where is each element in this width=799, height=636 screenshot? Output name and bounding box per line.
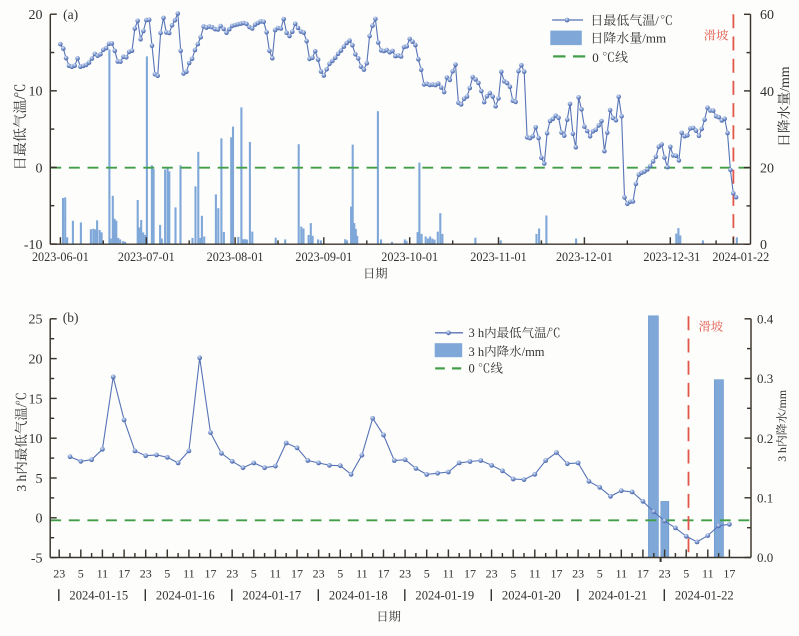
- svg-text:5: 5: [597, 566, 603, 580]
- svg-text:11: 11: [356, 566, 368, 580]
- svg-text:2024-01-19: 2024-01-19: [415, 589, 474, 603]
- svg-text:17: 17: [118, 566, 130, 580]
- svg-text:2024-01-16: 2024-01-16: [156, 589, 215, 603]
- svg-text:5: 5: [510, 566, 516, 580]
- svg-text:17: 17: [723, 566, 735, 580]
- svg-text:2024-01-22: 2024-01-22: [675, 589, 734, 603]
- svg-text:(a): (a): [63, 7, 78, 22]
- svg-text:/mm: /mm: [777, 66, 792, 92]
- svg-text:2023-08-01: 2023-08-01: [207, 250, 264, 264]
- svg-text:2024-01-20: 2024-01-20: [502, 589, 561, 603]
- svg-text:5: 5: [251, 566, 257, 580]
- svg-text:10: 10: [29, 432, 43, 447]
- svg-text:23: 23: [313, 566, 325, 580]
- svg-text:0: 0: [592, 50, 599, 65]
- svg-text:3 h: 3 h: [469, 326, 485, 340]
- svg-text:2024-01-22: 2024-01-22: [712, 250, 769, 264]
- svg-text:3 h: 3 h: [469, 345, 485, 359]
- svg-text:23: 23: [399, 566, 411, 580]
- svg-text:17: 17: [205, 566, 217, 580]
- svg-text:11: 11: [702, 566, 714, 580]
- svg-text:(b): (b): [63, 310, 79, 325]
- svg-text:17: 17: [464, 566, 476, 580]
- svg-text:0.1: 0.1: [757, 490, 773, 505]
- svg-text:17: 17: [378, 566, 390, 580]
- svg-text:10: 10: [29, 85, 43, 100]
- svg-text:0: 0: [36, 161, 43, 176]
- svg-text:3 h: 3 h: [775, 447, 789, 462]
- svg-text:23: 23: [53, 566, 65, 580]
- svg-text:/mm: /mm: [775, 390, 789, 412]
- svg-text:2024-01-21: 2024-01-21: [588, 589, 647, 603]
- svg-text:/mm: /mm: [522, 345, 545, 359]
- svg-text:17: 17: [551, 566, 563, 580]
- svg-text:/: /: [547, 326, 551, 340]
- svg-text:/: /: [13, 96, 29, 100]
- svg-text:2023-09-01: 2023-09-01: [295, 250, 352, 264]
- svg-text:0.4: 0.4: [757, 311, 774, 326]
- svg-text:2023-07-01: 2023-07-01: [118, 250, 175, 264]
- svg-text:11: 11: [616, 566, 628, 580]
- svg-text:0: 0: [760, 238, 767, 253]
- svg-text:-5: -5: [31, 552, 43, 567]
- svg-text:0.3: 0.3: [757, 371, 773, 386]
- svg-text:23: 23: [572, 566, 584, 580]
- svg-text:-10: -10: [24, 238, 43, 253]
- svg-text:11: 11: [270, 566, 282, 580]
- svg-text:/mm: /mm: [642, 31, 666, 46]
- svg-text:2023-10-01: 2023-10-01: [381, 250, 438, 264]
- svg-text:11: 11: [183, 566, 195, 580]
- svg-text:2023-11-01: 2023-11-01: [470, 250, 526, 264]
- svg-text:3 h: 3 h: [14, 474, 29, 491]
- svg-text:0.0: 0.0: [757, 550, 773, 565]
- svg-text:5: 5: [424, 566, 430, 580]
- svg-text:15: 15: [29, 392, 43, 407]
- svg-text:20: 20: [760, 162, 774, 177]
- svg-text:5: 5: [78, 566, 84, 580]
- svg-text:2023-12-01: 2023-12-01: [556, 250, 613, 264]
- svg-text:20: 20: [29, 8, 43, 23]
- svg-text:0: 0: [469, 362, 475, 376]
- svg-text:20: 20: [29, 353, 43, 368]
- svg-text:11: 11: [97, 566, 109, 580]
- svg-text:40: 40: [760, 85, 774, 100]
- svg-text:11: 11: [529, 566, 541, 580]
- svg-text:2024-01-17: 2024-01-17: [242, 589, 301, 603]
- svg-text:0: 0: [36, 512, 43, 527]
- svg-text:23: 23: [226, 566, 238, 580]
- svg-text:5: 5: [683, 566, 689, 580]
- svg-text:/: /: [655, 13, 659, 28]
- svg-text:17: 17: [637, 566, 649, 580]
- svg-text:5: 5: [36, 472, 43, 487]
- svg-text:23: 23: [486, 566, 498, 580]
- svg-text:5: 5: [164, 566, 170, 580]
- svg-text:11: 11: [443, 566, 455, 580]
- svg-text:5: 5: [337, 566, 343, 580]
- svg-text:2024-01-18: 2024-01-18: [329, 589, 388, 603]
- svg-text:23: 23: [140, 566, 152, 580]
- svg-text:25: 25: [29, 313, 43, 328]
- svg-text:2024-01-15: 2024-01-15: [69, 589, 128, 603]
- svg-text:/: /: [14, 403, 29, 407]
- svg-text:23: 23: [659, 566, 671, 580]
- svg-text:0.2: 0.2: [757, 431, 773, 446]
- svg-text:17: 17: [291, 566, 303, 580]
- svg-text:2023-06-01: 2023-06-01: [32, 250, 89, 264]
- svg-text:60: 60: [760, 8, 774, 23]
- svg-text:2023-12-31: 2023-12-31: [643, 250, 700, 264]
